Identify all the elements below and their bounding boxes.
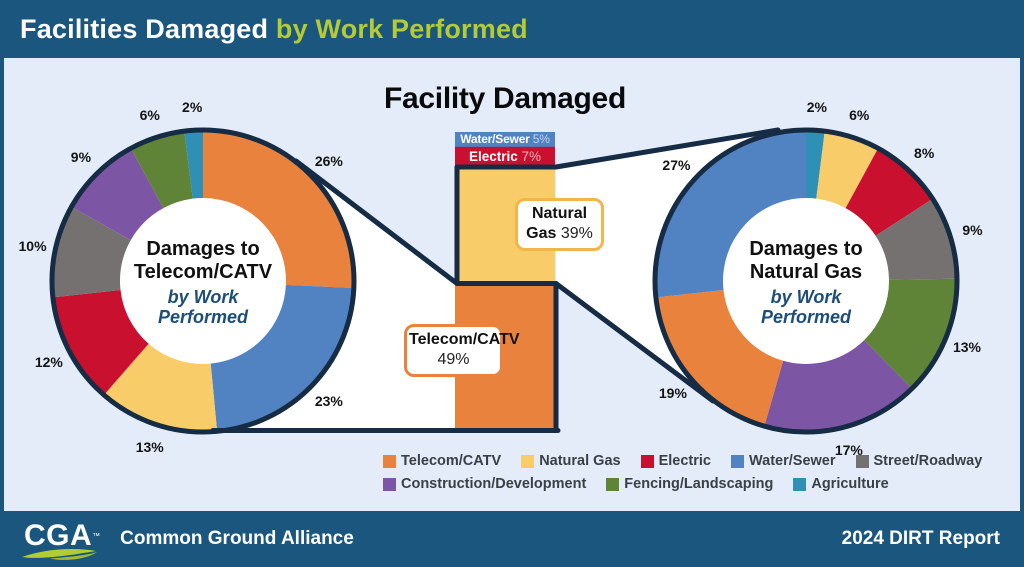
right-pct-natural-gas: 6%: [849, 107, 870, 124]
legend-item-agriculture: Agriculture: [793, 476, 889, 492]
left-donut-title: Damages to Telecom/CATV: [133, 238, 273, 283]
left-pct-electric: 12%: [34, 353, 63, 370]
right-donut-title: Damages to Natural Gas: [749, 238, 863, 283]
telecom-catv-callout: Telecom/CATV 49%: [404, 324, 520, 377]
legend-label: Construction/Development: [401, 476, 587, 492]
footer-org-name: Common Ground Alliance: [120, 528, 354, 549]
page-title-accent: by Work Performed: [275, 13, 528, 44]
legend-label: Fencing/Landscaping: [624, 476, 774, 492]
cga-logo-swoosh-icon: [22, 549, 97, 560]
legend-item-telecom-catv: Telecom/CATV: [383, 453, 501, 469]
page-title-main: Facilities Damaged: [20, 13, 269, 44]
legend-item-natural-gas: Natural Gas: [521, 453, 621, 469]
cga-logo-text: CGA: [24, 519, 93, 552]
legend-item-construction-development: Construction/Development: [383, 476, 586, 492]
right-pct-water-sewer: 27%: [662, 156, 691, 173]
right-pct-telecom-catv: 19%: [658, 385, 687, 402]
legend-label: Telecom/CATV: [401, 453, 502, 469]
legend-label: Water/Sewer: [749, 453, 836, 469]
legend-label: Natural Gas: [539, 453, 621, 469]
footer-report-label: 2024 DIRT Report: [841, 528, 1000, 549]
left-pct-street-roadway: 10%: [18, 238, 47, 255]
legend-swatch-icon: [383, 477, 396, 491]
right-pct-electric: 8%: [914, 145, 935, 162]
legend-label: Agriculture: [811, 476, 889, 492]
legend-swatch-icon: [640, 454, 654, 468]
left-pct-telecom-catv: 26%: [314, 152, 343, 169]
left-pct-fencing-landscaping: 6%: [139, 107, 160, 124]
legend-swatch-icon: [383, 454, 396, 468]
cga-logo: CGA™: [22, 517, 101, 561]
right-pct-fencing-landscaping: 13%: [952, 338, 982, 355]
right-pct-agriculture: 2%: [806, 99, 827, 116]
legend-item-fencing-landscaping: Fencing/Landscaping: [606, 476, 773, 492]
right-donut-center-label: Damages to Natural Gas by Work Performed: [715, 238, 897, 328]
footer: CGA™ Common Ground Alliance 2024 DIRT Re…: [0, 511, 1024, 567]
page-title: Facilities Damaged by Work Performed: [20, 14, 528, 45]
legend-item-electric: Electric: [640, 453, 711, 469]
cga-logo-tm: ™: [92, 531, 101, 541]
right-pct-construction-development: 17%: [834, 441, 863, 458]
legend-item-street-roadway: Street/Roadway: [855, 453, 983, 469]
left-donut-center-label: Damages to Telecom/CATV by Work Performe…: [112, 238, 294, 328]
legend-label: Street/Roadway: [873, 453, 983, 469]
legend-item-water-sewer: Water/Sewer: [731, 453, 836, 469]
water-sewer-bar-label: Water/Sewer 5%: [460, 132, 550, 146]
legend-swatch-icon: [731, 454, 744, 468]
electric-bar-label: Electric 7%: [468, 149, 542, 164]
left-donut-subtitle: by Work Performed: [157, 286, 249, 328]
header: Facilities Damaged by Work Performed: [0, 0, 1024, 58]
right-donut-subtitle: by Work Performed: [760, 286, 852, 328]
right-pct-street-roadway: 9%: [962, 222, 983, 239]
left-pct-construction-development: 9%: [70, 149, 92, 165]
legend-swatch-icon: [521, 454, 535, 468]
legend-swatch-icon: [793, 477, 807, 491]
legend-swatch-icon: [855, 454, 869, 468]
legend-label: Electric: [658, 453, 711, 469]
chart-title: Facility Damaged: [384, 82, 626, 115]
legend: Telecom/CATV Natural Gas Electric Water/Sew…: [383, 453, 1015, 492]
left-pct-natural-gas: 13%: [135, 438, 164, 455]
natural-gas-callout: Natural Gas 39%: [515, 198, 604, 251]
left-pct-water-sewer: 23%: [314, 393, 343, 410]
left-pct-agriculture: 2%: [182, 99, 203, 116]
legend-swatch-icon: [606, 477, 620, 491]
